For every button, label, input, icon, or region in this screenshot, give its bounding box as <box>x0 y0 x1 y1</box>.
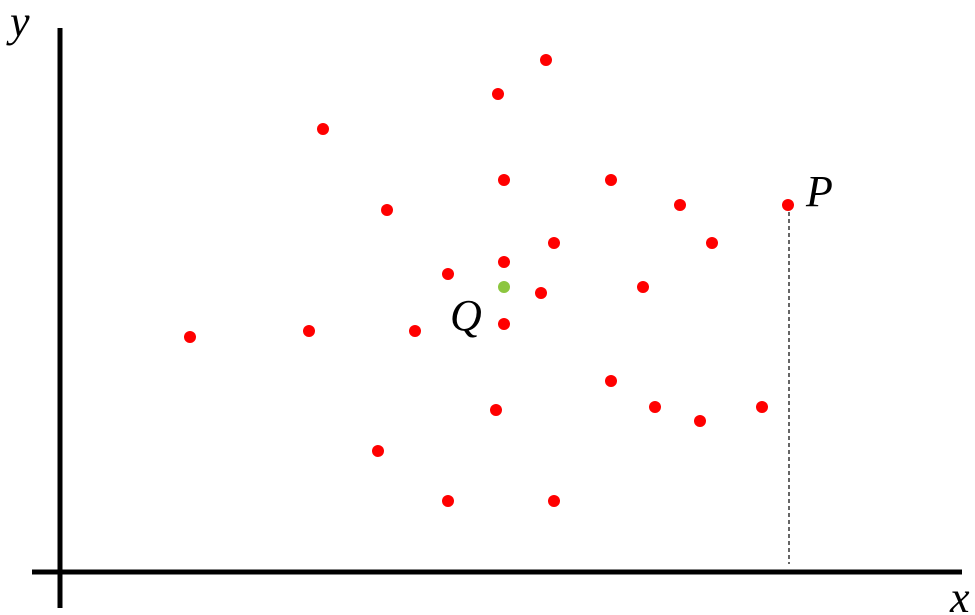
point-p-label: P <box>805 167 833 216</box>
point <box>674 199 686 211</box>
point <box>492 88 504 100</box>
point <box>498 256 510 268</box>
point-q-label: Q <box>450 291 482 340</box>
point <box>605 375 617 387</box>
point <box>498 174 510 186</box>
y-axis-label: y <box>6 0 30 46</box>
point <box>535 287 547 299</box>
point <box>184 331 196 343</box>
point <box>303 325 315 337</box>
point <box>605 174 617 186</box>
point <box>498 318 510 330</box>
point <box>317 123 329 135</box>
point <box>490 404 502 416</box>
point <box>548 237 560 249</box>
point <box>706 237 718 249</box>
points <box>184 54 794 507</box>
point <box>548 495 560 507</box>
point <box>381 204 393 216</box>
point <box>409 325 421 337</box>
point <box>756 401 768 413</box>
point <box>540 54 552 66</box>
point <box>442 268 454 280</box>
point <box>649 401 661 413</box>
point <box>372 445 384 457</box>
point <box>694 415 706 427</box>
point-p <box>782 199 794 211</box>
x-axis-label: x <box>949 573 970 615</box>
point-q <box>498 281 510 293</box>
point <box>442 495 454 507</box>
point <box>637 281 649 293</box>
